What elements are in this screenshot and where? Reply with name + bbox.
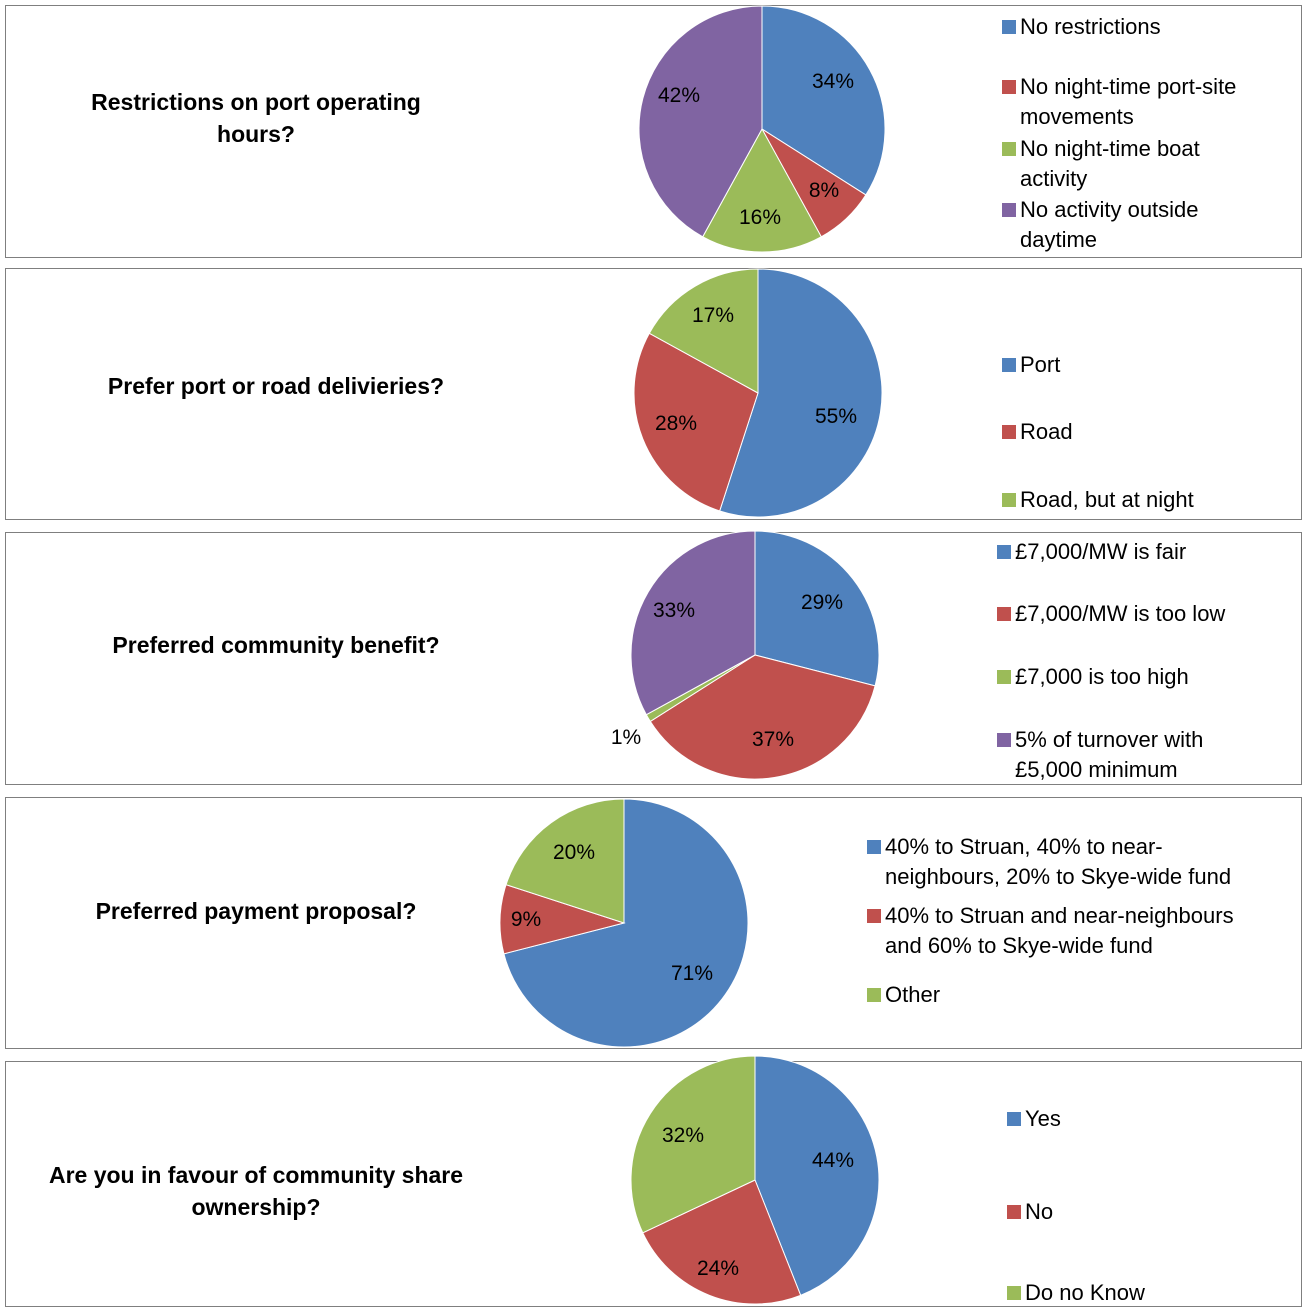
legend-label: neighbours, 20% to Skye-wide fund xyxy=(885,864,1232,889)
legend-label: and 60% to Skye-wide fund xyxy=(885,933,1153,958)
data-label: 1% xyxy=(611,726,641,749)
legend-swatch xyxy=(1002,203,1016,217)
pie-slice xyxy=(630,530,756,716)
legend: £7,000/MW is fair £7,000/MW is too low £7,… xyxy=(997,535,1297,785)
legend-label: movements xyxy=(1020,104,1134,129)
legend-label: No night-time boat xyxy=(1020,136,1200,161)
pie-slice xyxy=(754,1055,880,1296)
legend-label: £5,000 minimum xyxy=(1015,757,1178,782)
legend-label: £7,000/MW is fair xyxy=(1015,539,1187,564)
legend-label: No activity outside xyxy=(1020,197,1199,222)
data-label: 29% xyxy=(801,591,843,614)
legend-swatch xyxy=(1002,20,1016,34)
legend: Yes No Do no Know xyxy=(1007,1089,1297,1305)
legend-label: No restrictions xyxy=(1020,14,1161,39)
data-label: 9% xyxy=(511,908,541,931)
pie-chart-port-hours: 34% 8% 16% 42% xyxy=(638,5,886,253)
legend-label: 40% to Struan and near-neighbours xyxy=(885,903,1234,928)
pie-slice xyxy=(648,268,759,394)
legend: Port Road Road, but at night xyxy=(1002,309,1297,512)
data-label: 24% xyxy=(697,1257,739,1280)
legend-swatch xyxy=(1002,80,1016,94)
data-label: 17% xyxy=(692,304,734,327)
data-label: 44% xyxy=(812,1149,854,1172)
legend-swatch xyxy=(1007,1286,1021,1300)
legend-label: £7,000/MW is too low xyxy=(1015,601,1226,626)
pie-chart-payment-proposal: 71% 9% 20% xyxy=(499,798,749,1048)
data-label: 37% xyxy=(752,728,794,751)
question-title: Restrictions on port operating hours? xyxy=(91,89,421,147)
data-label: 34% xyxy=(812,70,854,93)
pie-slice xyxy=(638,5,763,238)
question-title: Preferred payment proposal? xyxy=(95,898,417,924)
data-label: 16% xyxy=(739,206,781,229)
legend-label: 40% to Struan, 40% to near- xyxy=(885,834,1163,859)
data-label: 8% xyxy=(809,179,839,202)
legend-swatch xyxy=(1007,1205,1021,1219)
legend-label: No xyxy=(1025,1199,1054,1224)
legend-label: Yes xyxy=(1025,1106,1061,1131)
legend-label: activity xyxy=(1020,166,1088,191)
legend-swatch xyxy=(867,909,881,923)
question-title: Are you in favour of community share own… xyxy=(48,1162,464,1220)
pie-slice xyxy=(633,332,759,512)
legend-swatch xyxy=(1002,358,1016,372)
pie-slice xyxy=(719,268,883,518)
pie-slice xyxy=(630,1055,756,1234)
legend-swatch xyxy=(867,988,881,1002)
legend-label: Road, but at night xyxy=(1020,487,1194,512)
legend-label: Do no Know xyxy=(1025,1280,1145,1305)
chart-panel-deliveries: Prefer port or road delivieries? 55% 28% 1… xyxy=(5,268,1302,520)
legend-label: Port xyxy=(1020,352,1061,377)
data-label: 55% xyxy=(815,405,857,428)
pie-slice xyxy=(505,798,625,924)
legend-swatch xyxy=(997,733,1011,747)
data-label: 33% xyxy=(653,599,695,622)
chart-panel-share-ownership: Are you in favour of community share own… xyxy=(5,1055,1302,1307)
legend-swatch xyxy=(1002,493,1016,507)
legend-label: Road xyxy=(1020,419,1073,444)
data-label: 71% xyxy=(671,962,713,985)
legend-label: 5% of turnover with xyxy=(1015,727,1204,752)
legend-label: £7,000 is too high xyxy=(1015,664,1189,689)
pie-chart-community-benefit: 29% 37% 1% 33% xyxy=(611,530,880,780)
pie-chart-deliveries: 55% 28% 17% xyxy=(633,268,883,518)
legend-swatch xyxy=(997,607,1011,621)
data-label: 20% xyxy=(553,841,595,864)
legend-swatch xyxy=(1002,425,1016,439)
pie-chart-share-ownership: 44% 24% 32% xyxy=(630,1055,880,1305)
question-title: Preferred community benefit? xyxy=(112,632,440,658)
data-label: 42% xyxy=(658,84,700,107)
legend-swatch xyxy=(997,670,1011,684)
pie-slice xyxy=(761,5,886,196)
data-label: 32% xyxy=(662,1124,704,1147)
pie-slice xyxy=(642,1179,802,1305)
pie-slice xyxy=(702,127,822,253)
question-title: Prefer port or road delivieries? xyxy=(107,373,445,399)
legend-label: Other xyxy=(885,982,941,1007)
legend: No restrictions No night-time port-site mo… xyxy=(1002,8,1297,258)
legend: 40% to Struan, 40% to near-neighbours, 2… xyxy=(867,820,1297,1040)
legend-label: daytime xyxy=(1020,227,1098,252)
chart-panel-payment-proposal: Preferred payment proposal? 71% 9% 20% 40%… xyxy=(5,797,1302,1049)
chart-panel-community-benefit: Preferred community benefit? 29% 37% 1% 33%… xyxy=(5,530,1302,785)
legend-swatch xyxy=(1007,1112,1021,1126)
legend-swatch xyxy=(867,840,881,854)
legend-label: No night-time port-site xyxy=(1020,74,1237,99)
data-label: 28% xyxy=(655,412,697,435)
pie-slice xyxy=(754,530,880,687)
legend-swatch xyxy=(1002,142,1016,156)
chart-panel-port-hours: Restrictions on port operating hours? 34… xyxy=(5,5,1302,258)
pie-slice xyxy=(503,798,749,1048)
legend-swatch xyxy=(997,545,1011,559)
